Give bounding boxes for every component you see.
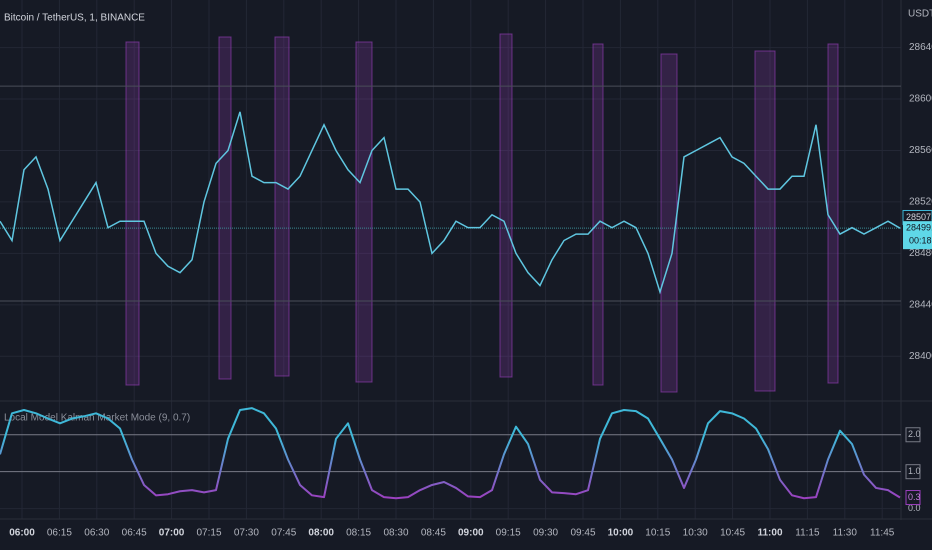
x-tick-label: 11:00 [757,528,782,539]
x-tick-label: 10:30 [683,528,708,539]
osc-tick-label: 1.0 [908,466,921,476]
mode-zone [355,41,373,383]
y-tick-label: 28520.0 [909,197,932,208]
x-tick-label: 07:15 [196,528,221,539]
mode-zone [827,43,839,384]
x-tick-label: 11:15 [795,528,820,539]
x-tick-label: 10:00 [608,528,634,539]
x-tick-label: 09:30 [533,528,558,539]
y-tick-label: 28400.0 [909,351,932,362]
x-tick-label: 06:15 [47,528,72,539]
y-tick-label: 28600.0 [909,94,932,105]
price-line [0,111,901,295]
x-tick-label: 09:00 [458,528,484,539]
mode-zone [274,36,290,377]
x-tick-label: 07:00 [159,528,185,539]
x-tick-label: 07:45 [271,528,296,539]
oscillator-line [0,407,901,500]
x-tick-label: 06:30 [84,528,109,539]
x-tick-label: 10:45 [720,528,745,539]
osc-tick-label: 2.0 [908,429,921,439]
model-label: 28507.9 [906,212,932,222]
mode-zone [218,36,232,380]
mode-zone [754,50,776,392]
x-tick-label: 08:00 [308,528,334,539]
x-tick-label: 08:45 [421,528,446,539]
osc-value-box [905,490,921,506]
x-tick-label: 11:45 [870,528,895,539]
x-tick-label: 06:45 [122,528,147,539]
mode-zone [499,33,513,378]
indicator-title: Local Model Kalman Market Mode (9, 0.7) [4,413,190,424]
currency: USDT [908,9,932,20]
x-tick-label: 08:30 [383,528,408,539]
osc-tick-label: 0.0 [908,503,921,513]
last-price-box [903,221,932,250]
y-tick-label: 28640.0 [909,42,932,53]
osc-tick-box [905,464,921,480]
mode-zone [125,41,140,386]
countdown: 00:18 [909,236,932,246]
y-tick-label: 28440.0 [909,299,932,310]
x-tick-label: 07:30 [234,528,259,539]
osc-value-label: 0.3 [908,492,921,502]
x-tick-label: 09:45 [570,528,595,539]
x-tick-label: 10:15 [645,528,670,539]
osc-tick-box [905,427,921,443]
symbol-title: Bitcoin / TetherUS, 1, BINANCE [4,13,145,24]
x-tick-label: 09:15 [496,528,521,539]
mode-zone [660,53,678,393]
y-tick-label: 28560.0 [909,145,932,156]
x-tick-label: 06:00 [9,528,35,539]
x-tick-label: 11:30 [833,528,858,539]
x-tick-label: 08:15 [346,528,371,539]
y-tick-label: 28480.0 [909,248,932,259]
mode-zone [592,43,604,386]
last-price-label: 28499.6 [906,223,932,233]
